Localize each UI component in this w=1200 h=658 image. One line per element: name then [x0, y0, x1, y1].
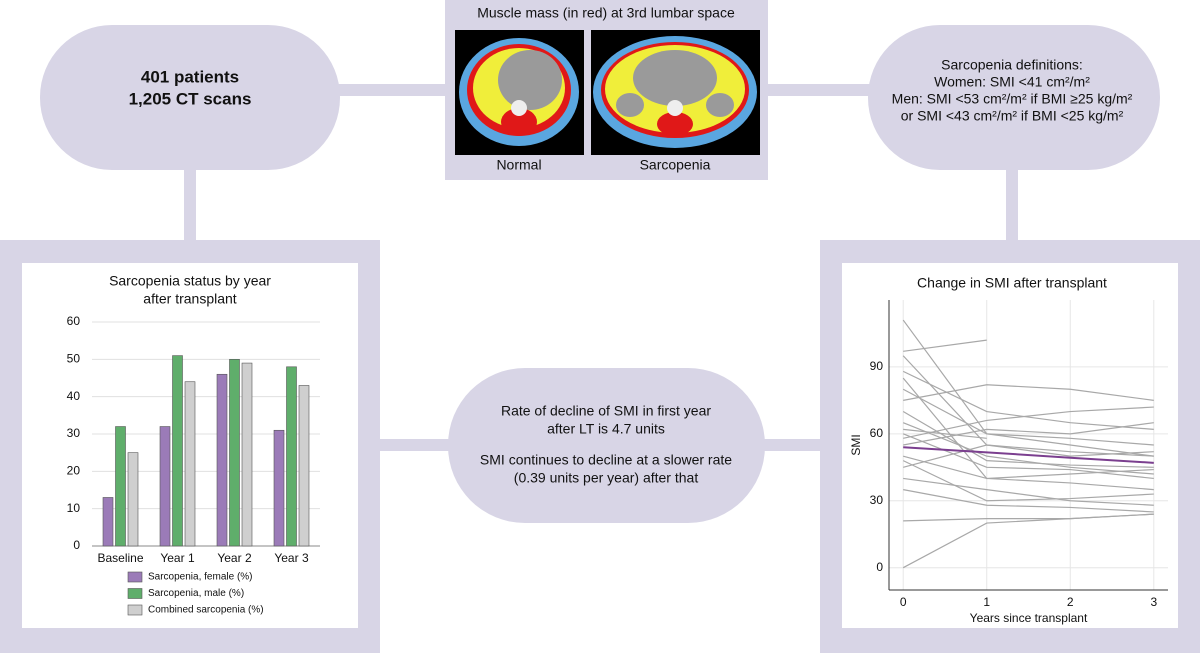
- legend-label: Sarcopenia, female (%): [148, 572, 253, 583]
- series-line: [902, 388, 1154, 446]
- legend-label: Combined sarcopenia (%): [148, 605, 264, 616]
- imaging-label: Sarcopenia: [640, 157, 711, 173]
- y-tick-label: 30: [67, 426, 81, 440]
- bar: [127, 452, 139, 547]
- series-line: [903, 422, 1154, 446]
- x-tick-label: 2: [1067, 595, 1074, 609]
- legend-swatch: [127, 604, 143, 616]
- right-panel-inner: [842, 263, 1178, 628]
- bar: [184, 381, 196, 547]
- series-line: [903, 489, 1154, 513]
- patients-text: 401 patients: [141, 67, 239, 86]
- definition-text: Women: SMI <41 cm²/m²: [934, 74, 1090, 90]
- definition-text: Men: SMI <53 cm²/m² if BMI ≥25 kg/m²: [892, 91, 1133, 107]
- definition-text: Sarcopenia definitions:: [941, 57, 1083, 73]
- series-line: [902, 377, 1154, 480]
- y-tick-label: 30: [870, 493, 884, 507]
- series-line: [902, 422, 1154, 475]
- bar: [216, 373, 228, 547]
- series-line: [902, 370, 1154, 430]
- series-line: [903, 477, 1154, 506]
- y-axis-label: SMI: [849, 434, 863, 455]
- chart-title: Change in SMI after transplant: [917, 275, 1107, 291]
- y-tick-label: 0: [876, 560, 883, 574]
- series-line: [903, 384, 1154, 401]
- chart-title: after transplant: [143, 291, 236, 307]
- series-line: [903, 428, 987, 439]
- series-line: [902, 411, 1154, 468]
- bar: [159, 426, 171, 547]
- connector: [760, 84, 890, 96]
- decline-pill: [448, 368, 765, 523]
- bar: [286, 366, 297, 547]
- series-line: [903, 455, 1154, 491]
- x-tick-label: Year 2: [217, 551, 252, 565]
- decline-text: SMI continues to decline at a slower rat…: [480, 452, 732, 468]
- x-tick-label: Year 3: [274, 551, 309, 565]
- series-line: [903, 446, 1154, 464]
- patients-text: 1,205 CT scans: [129, 89, 252, 108]
- patients-pill: [40, 25, 340, 170]
- decline-text: Rate of decline of SMI in first year: [501, 403, 711, 419]
- x-tick-label: 1: [983, 595, 990, 609]
- bar: [102, 497, 114, 547]
- connector: [300, 84, 460, 96]
- series-line: [903, 513, 1154, 522]
- x-tick-label: Year 1: [160, 551, 195, 565]
- bar: [273, 429, 285, 547]
- series-line: [903, 339, 987, 352]
- series-line: [903, 406, 1154, 439]
- connector: [184, 160, 196, 250]
- decline-text: (0.39 units per year) after that: [514, 470, 699, 486]
- bar: [298, 385, 310, 547]
- ct-normal: [455, 30, 584, 155]
- y-tick-label: 0: [73, 538, 80, 552]
- legend-swatch: [127, 571, 143, 583]
- chart-title: Sarcopenia status by year: [109, 273, 271, 289]
- series-line: [902, 460, 1154, 502]
- y-tick-label: 10: [67, 501, 81, 515]
- y-tick-label: 60: [870, 426, 884, 440]
- legend-label: Sarcopenia, male (%): [148, 588, 244, 599]
- bar: [115, 426, 126, 547]
- decline-text: after LT is 4.7 units: [547, 421, 665, 437]
- definitions-pill: [868, 25, 1160, 170]
- x-tick-label: 3: [1150, 595, 1157, 609]
- legend-swatch: [127, 588, 143, 599]
- imaging-label: Normal: [496, 157, 541, 173]
- y-tick-label: 90: [870, 359, 884, 373]
- imaging-title: Muscle mass (in red) at 3rd lumbar space: [477, 5, 735, 21]
- series-line: [902, 319, 1154, 457]
- bar: [229, 359, 240, 547]
- definition-text: or SMI <43 cm²/m² if BMI <25 kg/m²: [901, 108, 1124, 124]
- y-tick-label: 20: [67, 464, 81, 478]
- x-tick-label: Baseline: [97, 551, 143, 565]
- y-tick-label: 40: [67, 389, 81, 403]
- bar: [241, 362, 253, 547]
- series-line: [903, 444, 1154, 468]
- ct-sarcopenia: [591, 30, 760, 155]
- connector: [1006, 160, 1018, 250]
- x-axis-label: Years since transplant: [970, 611, 1088, 625]
- y-tick-label: 60: [67, 314, 81, 328]
- bar: [172, 355, 183, 547]
- y-tick-label: 50: [67, 352, 81, 366]
- x-tick-label: 0: [900, 595, 907, 609]
